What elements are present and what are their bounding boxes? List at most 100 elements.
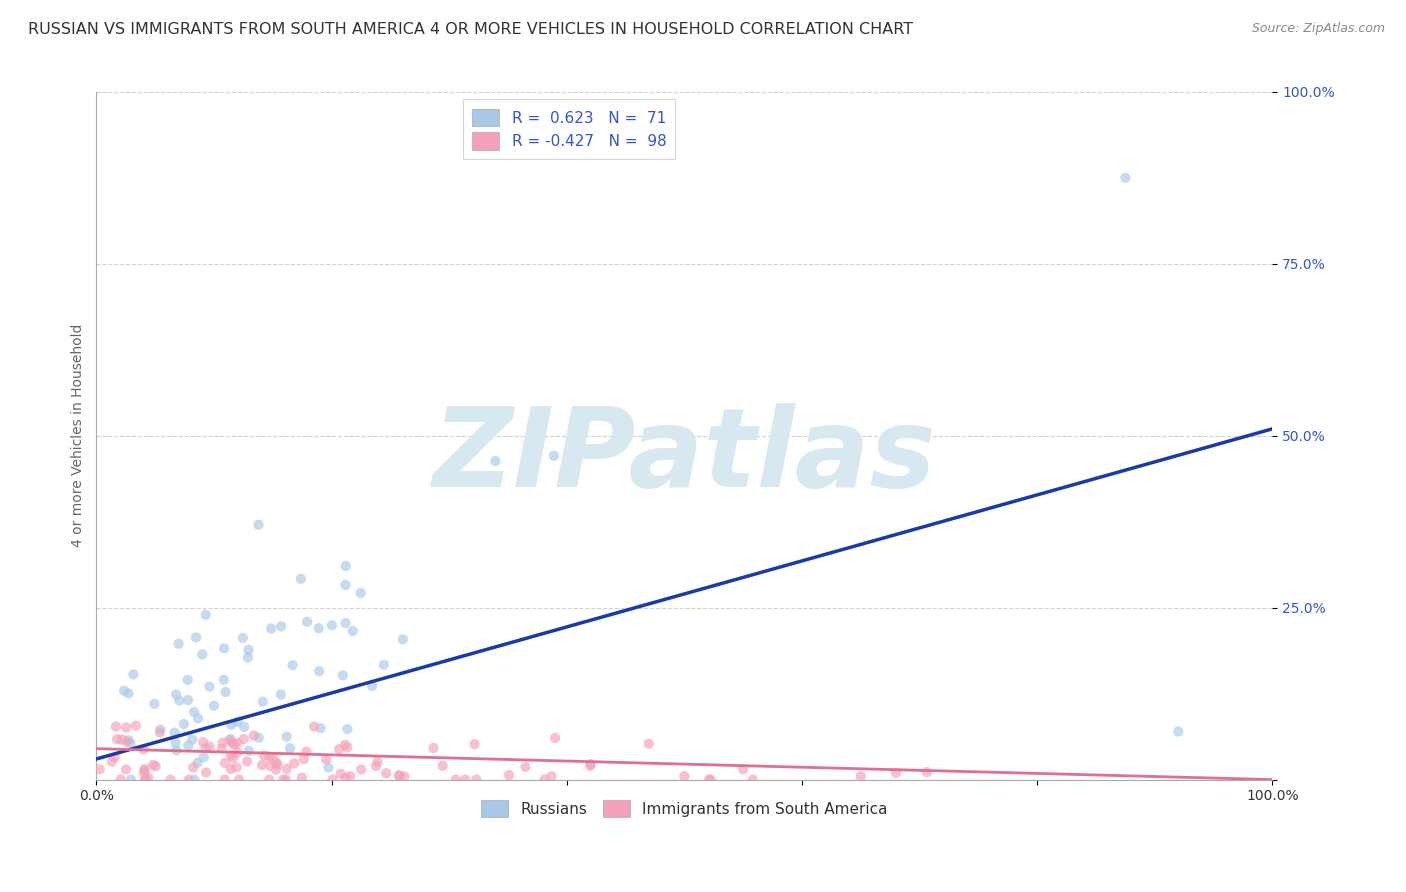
Point [212, 641, 235, 656]
Point [336, 740, 359, 755]
Point [181, 732, 204, 747]
Point [193, 750, 215, 764]
Point [132, 765, 155, 780]
Point [332, 668, 354, 682]
Point [291, 771, 314, 785]
Point [733, 762, 755, 776]
Point [149, 725, 172, 739]
Point [290, 572, 312, 586]
Point [498, 768, 520, 782]
Point [444, 772, 467, 787]
Point [110, 732, 132, 747]
Point [1167, 724, 1189, 739]
Point [697, 772, 720, 787]
Point [335, 578, 357, 592]
Point [1114, 170, 1136, 185]
Point [270, 619, 292, 633]
Point [125, 719, 148, 733]
Point [212, 673, 235, 687]
Point [136, 771, 159, 785]
Point [165, 743, 187, 757]
Point [364, 759, 387, 773]
Point [264, 763, 287, 777]
Point [260, 622, 283, 636]
Point [165, 736, 187, 750]
Point [515, 760, 537, 774]
Y-axis label: 4 or more Vehicles in Household: 4 or more Vehicles in Household [72, 324, 86, 548]
Point [176, 673, 198, 687]
Point [226, 736, 249, 750]
Point [167, 637, 190, 651]
Point [302, 720, 325, 734]
Point [198, 739, 221, 754]
Point [103, 750, 125, 764]
Point [283, 756, 305, 771]
Point [335, 559, 357, 574]
Point [134, 772, 156, 787]
Point [250, 758, 273, 772]
Point [187, 756, 209, 770]
Point [173, 717, 195, 731]
Point [149, 723, 172, 737]
Point [226, 746, 249, 760]
Point [329, 767, 352, 781]
Point [673, 769, 696, 783]
Point [118, 733, 141, 747]
Text: RUSSIAN VS IMMIGRANTS FROM SOUTH AMERICA 4 OR MORE VEHICLES IN HOUSEHOLD CORRELA: RUSSIAN VS IMMIGRANTS FROM SOUTH AMERICA… [28, 22, 914, 37]
Point [134, 772, 156, 787]
Point [104, 720, 127, 734]
Point [165, 688, 187, 702]
Point [328, 742, 350, 756]
Point [884, 765, 907, 780]
Point [276, 730, 298, 744]
Point [350, 586, 373, 600]
Point [238, 744, 260, 758]
Point [198, 680, 221, 694]
Point [388, 768, 411, 782]
Point [270, 688, 292, 702]
Point [236, 650, 259, 665]
Point [394, 769, 416, 783]
Text: ZIPatlas: ZIPatlas [433, 403, 936, 510]
Point [219, 762, 242, 776]
Point [112, 683, 135, 698]
Point [233, 720, 256, 734]
Legend: Russians, Immigrants from South America: Russians, Immigrants from South America [475, 794, 894, 823]
Point [202, 698, 225, 713]
Point [849, 769, 872, 783]
Point [120, 736, 142, 750]
Point [184, 631, 207, 645]
Point [336, 722, 359, 736]
Point [308, 621, 330, 635]
Point [221, 736, 243, 750]
Point [177, 739, 200, 753]
Point [257, 749, 280, 764]
Point [89, 762, 111, 776]
Point [373, 657, 395, 672]
Point [134, 764, 156, 778]
Point [226, 714, 249, 729]
Point [187, 711, 209, 725]
Point [219, 718, 242, 732]
Point [134, 762, 156, 776]
Point [145, 759, 167, 773]
Point [637, 737, 659, 751]
Point [214, 685, 236, 699]
Point [105, 732, 128, 747]
Point [253, 748, 276, 763]
Point [342, 624, 364, 638]
Point [191, 735, 214, 749]
Point [388, 769, 411, 783]
Point [232, 631, 254, 645]
Point [544, 731, 567, 745]
Point [361, 679, 384, 693]
Point [218, 733, 240, 747]
Point [366, 755, 388, 769]
Point [309, 721, 332, 735]
Point [117, 686, 139, 700]
Point [308, 664, 330, 678]
Point [484, 454, 506, 468]
Point [432, 758, 454, 772]
Point [143, 697, 166, 711]
Point [177, 693, 200, 707]
